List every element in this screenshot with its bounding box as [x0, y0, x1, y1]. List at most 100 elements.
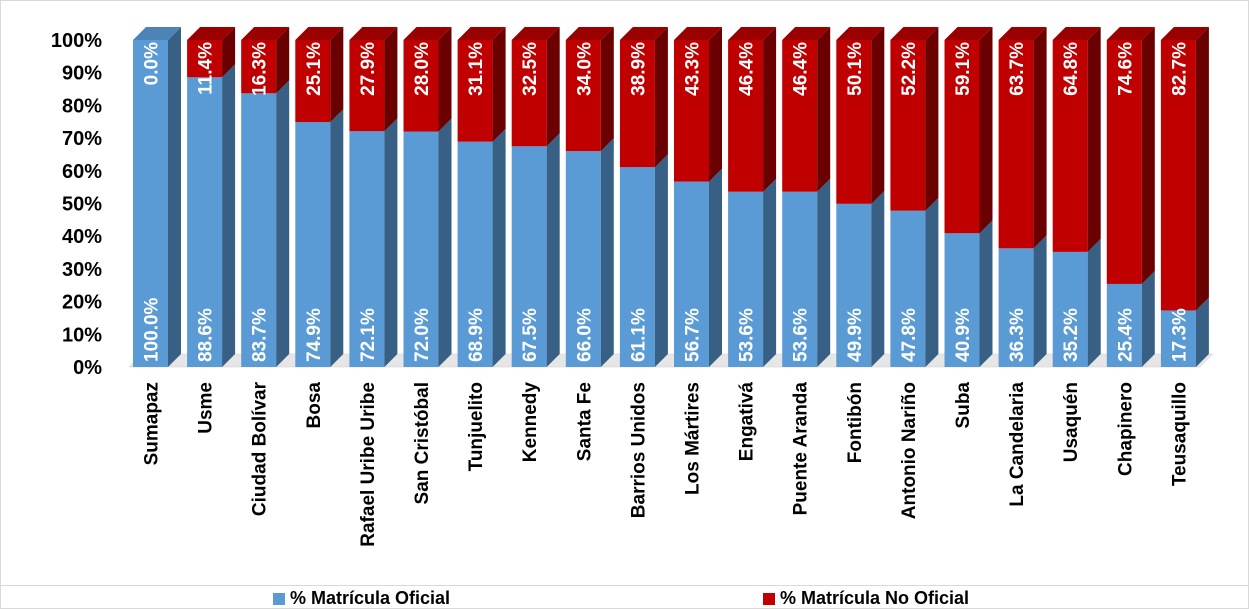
- data-label-oficial: 68.9%: [466, 308, 487, 362]
- bar-top: [457, 27, 506, 40]
- bar-no-oficial: [944, 40, 980, 234]
- bar-top: [349, 27, 398, 40]
- bar-top: [890, 27, 939, 40]
- bar-top: [836, 27, 885, 40]
- bar-no-oficial-side: [1087, 27, 1101, 252]
- data-label-oficial: 56.7%: [683, 308, 704, 362]
- data-label-oficial: 67.5%: [520, 308, 541, 362]
- bar-top: [619, 27, 668, 40]
- y-tick-label: 20%: [62, 292, 102, 314]
- data-label-no-oficial: 52.2%: [899, 42, 920, 96]
- bar-no-oficial: [457, 40, 493, 142]
- bar-top: [403, 27, 452, 40]
- data-label-no-oficial: 11.4%: [196, 42, 217, 95]
- bar-no-oficial-side: [654, 27, 668, 168]
- bar-top: [241, 27, 290, 40]
- category-label: Puente Aranda: [791, 382, 812, 516]
- data-label-no-oficial: 32.5%: [520, 42, 541, 96]
- data-label-oficial: 72.1%: [358, 308, 379, 362]
- bar-no-oficial-side: [1033, 27, 1047, 249]
- bar-oficial-side: [546, 133, 560, 367]
- bar-oficial-side: [817, 178, 831, 367]
- data-label-no-oficial: 38.9%: [628, 42, 649, 96]
- bar-top: [944, 27, 993, 40]
- bar-top: [1052, 27, 1101, 40]
- bar-no-oficial-side: [925, 27, 939, 211]
- data-label-oficial: 17.3%: [1169, 308, 1190, 362]
- bar-oficial: [782, 191, 818, 367]
- legend-swatch-no-oficial: [763, 592, 775, 605]
- category-label: Antonio Nariño: [899, 382, 920, 519]
- bar-top: [295, 27, 344, 40]
- bar-no-oficial: [1160, 40, 1196, 311]
- bar-oficial-side: [709, 168, 722, 367]
- bar-no-oficial-side: [1141, 27, 1155, 284]
- bar-top: [565, 27, 614, 40]
- data-label-oficial: 35.2%: [1061, 308, 1082, 362]
- data-label-oficial: 72.0%: [412, 308, 433, 362]
- y-tick-label: 70%: [62, 128, 102, 150]
- bar-no-oficial-side: [276, 27, 290, 94]
- data-label-no-oficial: 64.8%: [1061, 42, 1082, 96]
- category-label: Sumapaz: [142, 382, 163, 465]
- bar-oficial-side: [1141, 270, 1155, 367]
- bar-oficial-side: [925, 197, 939, 367]
- data-label-oficial: 36.3%: [1007, 308, 1028, 362]
- bar-no-oficial-side: [438, 27, 452, 132]
- y-tick-label: 0%: [73, 357, 102, 379]
- bar-oficial-side: [1087, 238, 1101, 367]
- bar-no-oficial-side: [817, 27, 831, 192]
- bar-oficial-side: [222, 64, 236, 367]
- data-label-oficial: 88.6%: [196, 308, 217, 362]
- bar-no-oficial-side: [600, 27, 614, 152]
- bar-no-oficial: [782, 40, 818, 192]
- category-label: Chapinero: [1115, 382, 1136, 476]
- category-label: Fontibón: [845, 382, 866, 463]
- data-label-no-oficial: 34.0%: [574, 42, 595, 96]
- bar-oficial: [1160, 310, 1196, 367]
- bar-top: [187, 27, 236, 40]
- data-label-oficial: 53.6%: [791, 308, 812, 362]
- legend-swatch-oficial: [273, 592, 285, 605]
- y-tick-label: 80%: [62, 95, 102, 117]
- bar-no-oficial-side: [979, 27, 993, 234]
- y-tick-label: 30%: [62, 259, 102, 281]
- data-label-oficial: 25.4%: [1115, 308, 1136, 362]
- data-label-oficial: 53.6%: [737, 308, 758, 362]
- category-label: Tunjuelito: [466, 382, 487, 471]
- bar-oficial: [1106, 283, 1142, 367]
- bar-top: [1106, 27, 1155, 40]
- bar-no-oficial: [349, 40, 385, 132]
- data-label-no-oficial: 74.6%: [1115, 42, 1136, 96]
- data-label-no-oficial: 27.9%: [358, 42, 379, 96]
- data-label-no-oficial: 50.1%: [845, 42, 866, 96]
- data-label-no-oficial: 63.7%: [1007, 42, 1028, 96]
- data-label-oficial: 47.8%: [899, 308, 920, 362]
- bar-oficial: [133, 40, 168, 367]
- data-label-oficial: 49.9%: [845, 308, 866, 362]
- bar-no-oficial: [674, 40, 709, 182]
- category-label: Usme: [196, 382, 217, 434]
- bar-no-oficial-side: [222, 27, 236, 78]
- bar-no-oficial-side: [492, 27, 506, 142]
- bar-no-oficial: [836, 40, 872, 204]
- data-label-no-oficial: 31.1%: [466, 42, 487, 96]
- category-label: Teusaquillo: [1169, 382, 1190, 486]
- y-tick-label: 100%: [51, 30, 102, 52]
- bar-no-oficial: [1052, 40, 1088, 252]
- bar-oficial-side: [871, 190, 885, 367]
- category-label: Usaquén: [1061, 382, 1082, 462]
- data-label-no-oficial: 25.1%: [304, 42, 325, 96]
- chart-floor: [128, 353, 1214, 368]
- data-label-no-oficial: 0.0%: [142, 42, 163, 85]
- bar-oficial-side: [384, 118, 398, 367]
- y-tick-label: 90%: [62, 63, 102, 85]
- bar-oficial: [403, 131, 439, 367]
- category-label: Barrios Unidos: [628, 382, 649, 518]
- bar-no-oficial: [1106, 40, 1142, 284]
- bar-no-oficial: [241, 40, 277, 94]
- bar-no-oficial: [728, 40, 764, 192]
- bar-no-oficial-side: [546, 27, 560, 147]
- bar-no-oficial: [565, 40, 601, 152]
